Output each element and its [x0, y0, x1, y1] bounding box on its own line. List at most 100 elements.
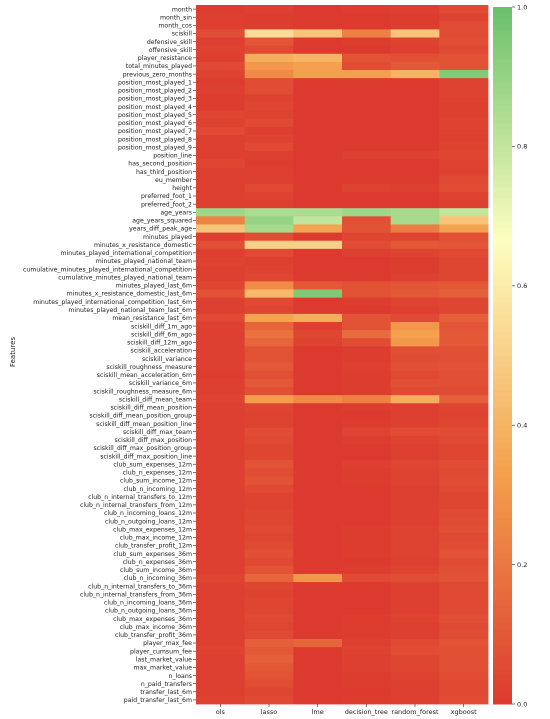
heatmap-cell: [390, 525, 440, 534]
colorbar-segment: [493, 146, 512, 153]
heatmap-cell: [196, 151, 246, 160]
colorbar-segment: [493, 465, 512, 473]
heatmap-cell: [342, 468, 392, 477]
heatmap-cell: [293, 549, 343, 559]
heatmap-cell: [439, 346, 489, 355]
heatmap-cell: [342, 378, 392, 388]
heatmap-cell: [390, 443, 440, 453]
row-label: sciskill_variance_6m: [129, 380, 192, 387]
row-label: club_n_internal_transfers_to_36m: [88, 583, 192, 590]
colorbar-segment: [493, 477, 512, 484]
heatmap-cell: [390, 151, 440, 160]
heatmap-cell: [439, 468, 489, 477]
heatmap-cell: [342, 94, 392, 103]
heatmap-cell: [293, 492, 343, 502]
colorbar-segment: [493, 320, 512, 327]
colorbar-segment: [493, 669, 512, 676]
colorbar-segment: [493, 314, 512, 322]
heatmap-cell: [293, 517, 343, 526]
heatmap-cell: [196, 484, 246, 494]
colorbar-segment: [493, 698, 512, 705]
heatmap-cell: [196, 61, 246, 71]
heatmap-cell: [390, 638, 440, 648]
heatmap-cell: [390, 208, 440, 217]
colorbar-segment: [493, 268, 512, 275]
heatmap-cell: [342, 289, 392, 299]
heatmap-cell: [390, 630, 440, 640]
colorbar-segment: [493, 309, 512, 316]
heatmap-cell: [439, 110, 489, 120]
colorbar-segment: [493, 401, 512, 409]
heatmap-cell: [390, 508, 440, 518]
colorbar-segment: [493, 117, 512, 124]
heatmap-cell: [439, 21, 489, 30]
colorbar-segment: [493, 7, 512, 14]
heatmap-cell: [439, 216, 489, 225]
heatmap-cell: [244, 362, 294, 372]
heatmap-cell: [244, 346, 294, 355]
heatmap-cell: [244, 86, 294, 95]
row-label: n_loans: [169, 673, 192, 680]
colorbar-segment: [493, 680, 512, 688]
heatmap-cell: [196, 37, 246, 47]
heatmap-cell: [244, 70, 294, 79]
heatmap-cell: [439, 240, 489, 250]
heatmap-cell: [390, 330, 440, 339]
heatmap-cell: [244, 232, 294, 242]
heatmap-cell: [439, 297, 489, 307]
heatmap-cell: [439, 679, 489, 689]
colorbar-segment: [493, 431, 512, 438]
heatmap-cell: [196, 695, 246, 705]
heatmap-cell: [390, 126, 440, 136]
heatmap-cell: [244, 135, 294, 144]
heatmap-cell: [439, 427, 489, 437]
row-label: sciskill_diff_1m_ago: [131, 323, 192, 330]
row-label: month_sin: [160, 14, 192, 21]
heatmap-cell: [244, 606, 294, 615]
heatmap-cell: [244, 118, 294, 128]
row-label: position_most_played_1: [118, 79, 192, 86]
heatmap-cell: [390, 476, 440, 485]
heatmap-cell: [342, 281, 392, 290]
heatmap-cell: [196, 557, 246, 567]
heatmap-cell: [196, 53, 246, 63]
heatmap-cell: [342, 663, 392, 672]
heatmap-cell: [439, 419, 489, 429]
heatmap-cell: [244, 419, 294, 429]
colorbar-segment: [493, 500, 512, 508]
heatmap-cell: [244, 492, 294, 502]
heatmap-cell: [244, 5, 294, 14]
colorbar-segment: [493, 262, 512, 269]
colorbar-segment: [493, 558, 512, 566]
heatmap-cell: [342, 622, 392, 632]
colorbar-segment: [493, 210, 512, 217]
heatmap-cell: [439, 573, 489, 583]
heatmap-cell: [390, 598, 440, 607]
heatmap-cell: [390, 265, 440, 274]
heatmap-cell: [439, 289, 489, 299]
row-label: club_n_incoming_loans_36m: [104, 600, 192, 607]
row-label: minutes_played_national_team: [96, 258, 192, 265]
heatmap-cell: [244, 305, 294, 315]
row-label: paid_transfer_last_6m: [124, 697, 192, 704]
colorbar-segment: [493, 518, 512, 525]
row-label: position_most_played_4: [118, 104, 192, 111]
heatmap-cell: [342, 265, 392, 274]
heatmap-cell: [390, 135, 440, 144]
heatmap-cell: [390, 565, 440, 575]
heatmap-cell: [342, 191, 392, 201]
heatmap-cell: [244, 476, 294, 485]
heatmap-cell: [342, 240, 392, 250]
heatmap-cell: [196, 94, 246, 103]
heatmap-cell: [244, 281, 294, 290]
row-label: position_most_played_6: [118, 120, 192, 127]
row-label: sciskill_diff_mean_team: [119, 396, 192, 403]
heatmap-cell: [390, 582, 440, 591]
heatmap-cell: [293, 403, 343, 412]
heatmap-cell: [439, 167, 489, 177]
heatmap-cell: [244, 590, 294, 599]
heatmap-cell: [342, 630, 392, 640]
heatmap-cell: [342, 102, 392, 112]
heatmap-cell: [390, 452, 440, 461]
